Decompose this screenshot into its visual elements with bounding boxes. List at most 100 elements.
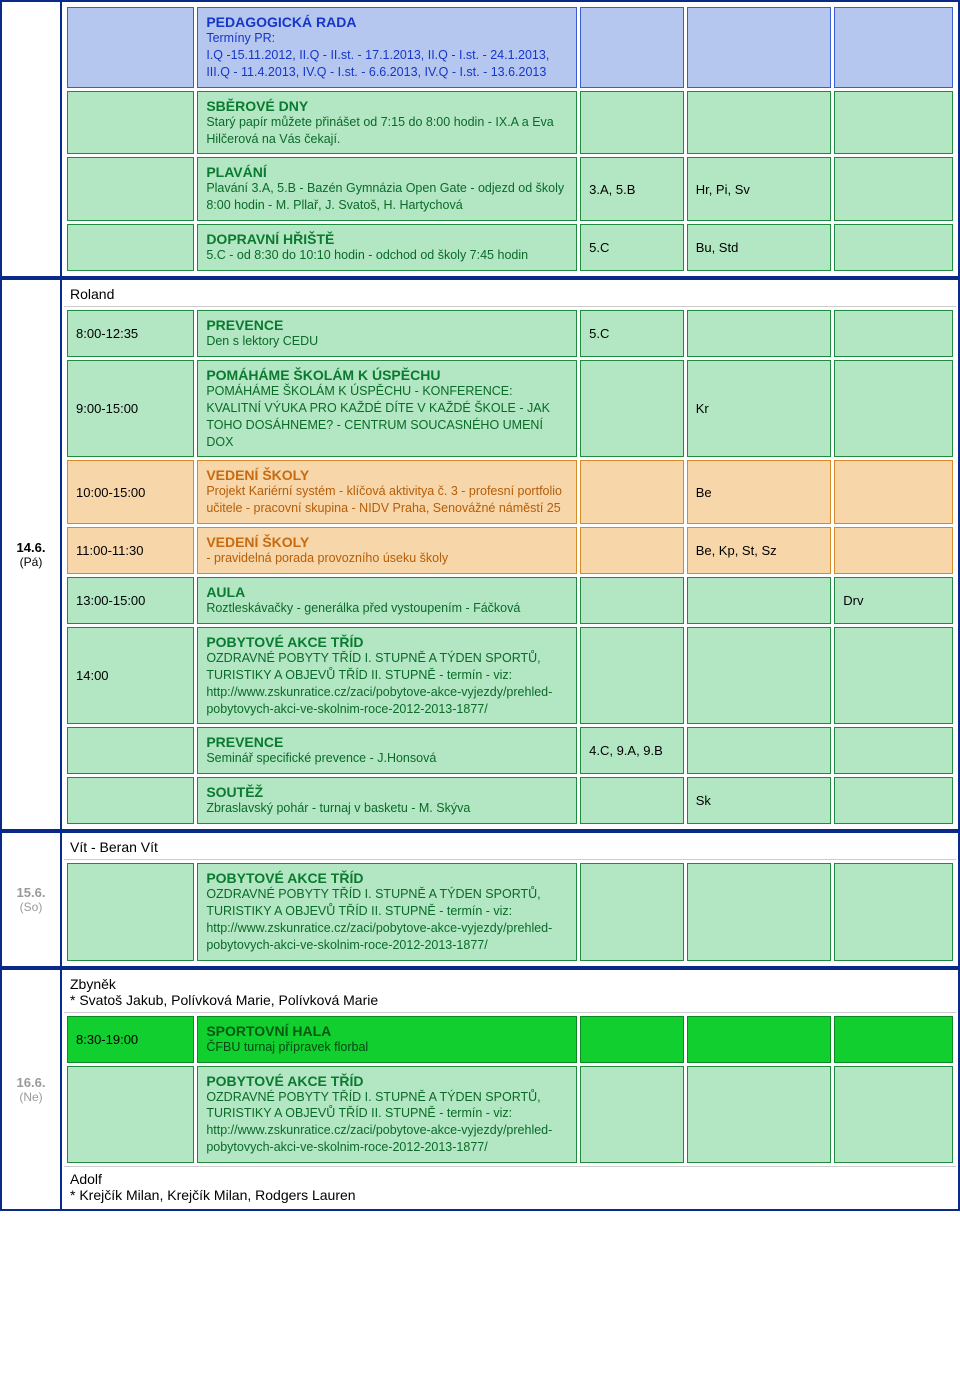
date-col-15: 15.6. (So) bbox=[0, 831, 62, 968]
cell-c: Drv bbox=[834, 577, 953, 624]
row-r4: 11:00-11:30 VEDENÍ ŠKOLY - pravidelná po… bbox=[67, 527, 953, 574]
day: (So) bbox=[4, 900, 58, 914]
body-16: Zbyněk * Svatoš Jakub, Polívková Marie, … bbox=[62, 968, 960, 1211]
row-plavani: PLAVÁNÍ Plavání 3.A, 5.B - Bazén Gymnázi… bbox=[67, 157, 953, 221]
title: DOPRAVNÍ HŘIŠTĚ bbox=[206, 231, 568, 247]
title: VEDENÍ ŠKOLY bbox=[206, 467, 568, 483]
cell-main: SOUTĚŽ Zbraslavský pohár - turnaj v bask… bbox=[197, 777, 577, 824]
body-top: PEDAGOGICKÁ RADA Termíny PR: I.Q -15.11.… bbox=[62, 0, 960, 278]
cell-time bbox=[67, 863, 194, 961]
cell-time bbox=[67, 157, 194, 221]
cell-c bbox=[834, 360, 953, 458]
row-r1: 8:00-12:35 PREVENCE Den s lektory CEDU 5… bbox=[67, 310, 953, 357]
cell-b bbox=[687, 7, 832, 88]
cell-main: POBYTOVÉ AKCE TŘÍD OZDRAVNÉ POBYTY TŘÍD … bbox=[197, 863, 577, 961]
cell-main: PREVENCE Den s lektory CEDU bbox=[197, 310, 577, 357]
title: VEDENÍ ŠKOLY bbox=[206, 534, 568, 550]
cell-time: 8:30-19:00 bbox=[67, 1016, 194, 1063]
body-14: Roland 8:00-12:35 PREVENCE Den s lektory… bbox=[62, 278, 960, 831]
cell-main: SBĚROVÉ DNY Starý papír můžete přinášet … bbox=[197, 91, 577, 155]
cell-time: 8:00-12:35 bbox=[67, 310, 194, 357]
cell-b: Sk bbox=[687, 777, 832, 824]
date: 14.6. bbox=[4, 540, 58, 555]
names-l2: * Svatoš Jakub, Polívková Marie, Polívko… bbox=[70, 992, 378, 1008]
cell-a bbox=[580, 777, 684, 824]
cell-main: SPORTOVNÍ HALA ČFBU turnaj přípravek flo… bbox=[197, 1016, 577, 1063]
grid-14: 8:00-12:35 PREVENCE Den s lektory CEDU 5… bbox=[64, 307, 956, 827]
cell-main: POMÁHÁME ŠKOLÁM K ÚSPĚCHU POMÁHÁME ŠKOLÁ… bbox=[197, 360, 577, 458]
date: 15.6. bbox=[4, 885, 58, 900]
cell-a bbox=[580, 627, 684, 725]
title: POBYTOVÉ AKCE TŘÍD bbox=[206, 634, 568, 650]
cell-b: Be, Kp, St, Sz bbox=[687, 527, 832, 574]
cell-a bbox=[580, 1016, 684, 1063]
row-r2: 9:00-15:00 POMÁHÁME ŠKOLÁM K ÚSPĚCHU POM… bbox=[67, 360, 953, 458]
cell-c bbox=[834, 7, 953, 88]
cell-a: 5.C bbox=[580, 310, 684, 357]
cell-main: PLAVÁNÍ Plavání 3.A, 5.B - Bazén Gymnázi… bbox=[197, 157, 577, 221]
sub: OZDRAVNÉ POBYTY TŘÍD I. STUPNĚ A TÝDEN S… bbox=[206, 650, 568, 718]
cell-b bbox=[687, 627, 832, 725]
cell-b bbox=[687, 310, 832, 357]
title: SBĚROVÉ DNY bbox=[206, 98, 568, 114]
sub: Zbraslavský pohár - turnaj v basketu - M… bbox=[206, 800, 568, 817]
day: (Pá) bbox=[4, 555, 58, 569]
cell-time: 11:00-11:30 bbox=[67, 527, 194, 574]
title: POMÁHÁME ŠKOLÁM K ÚSPĚCHU bbox=[206, 367, 568, 383]
date: 16.6. bbox=[4, 1075, 58, 1090]
cell-c bbox=[834, 310, 953, 357]
cell-c bbox=[834, 1066, 953, 1164]
date-col-16: 16.6. (Ne) bbox=[0, 968, 62, 1211]
sub: 5.C - od 8:30 do 10:10 hodin - odchod od… bbox=[206, 247, 568, 264]
grid-top: PEDAGOGICKÁ RADA Termíny PR: I.Q -15.11.… bbox=[64, 4, 956, 274]
cell-main: PREVENCE Seminář specifické prevence - J… bbox=[197, 727, 577, 774]
sub: Projekt Kariérní systém - klíčová aktivi… bbox=[206, 483, 568, 517]
cell-b bbox=[687, 577, 832, 624]
cell-main: PEDAGOGICKÁ RADA Termíny PR: I.Q -15.11.… bbox=[197, 7, 577, 88]
row-r8: SOUTĚŽ Zbraslavský pohár - turnaj v bask… bbox=[67, 777, 953, 824]
cell-b bbox=[687, 727, 832, 774]
title: POBYTOVÉ AKCE TŘÍD bbox=[206, 870, 568, 886]
sub: POMÁHÁME ŠKOLÁM K ÚSPĚCHU - KONFERENCE: … bbox=[206, 383, 568, 451]
cell-a: 5.C bbox=[580, 224, 684, 271]
cell-time: 9:00-15:00 bbox=[67, 360, 194, 458]
row-r1: POBYTOVÉ AKCE TŘÍD OZDRAVNÉ POBYTY TŘÍD … bbox=[67, 863, 953, 961]
cell-c bbox=[834, 627, 953, 725]
cell-time: 14:00 bbox=[67, 627, 194, 725]
calendar-page: PEDAGOGICKÁ RADA Termíny PR: I.Q -15.11.… bbox=[0, 0, 960, 1211]
date-col-top bbox=[0, 0, 62, 278]
title: SPORTOVNÍ HALA bbox=[206, 1023, 568, 1039]
cell-b bbox=[687, 1066, 832, 1164]
sub2: I.Q -15.11.2012, II.Q - II.st. - 17.1.20… bbox=[206, 47, 568, 81]
cell-time: 13:00-15:00 bbox=[67, 577, 194, 624]
title: SOUTĚŽ bbox=[206, 784, 568, 800]
cell-main: DOPRAVNÍ HŘIŠTĚ 5.C - od 8:30 do 10:10 h… bbox=[197, 224, 577, 271]
names: Vít - Beran Vít bbox=[64, 835, 956, 860]
grid-16: 8:30-19:00 SPORTOVNÍ HALA ČFBU turnaj př… bbox=[64, 1013, 956, 1166]
cell-main: AULA Roztleskávačky - generálka před vys… bbox=[197, 577, 577, 624]
sub: Starý papír můžete přinášet od 7:15 do 8… bbox=[206, 114, 568, 148]
title: POBYTOVÉ AKCE TŘÍD bbox=[206, 1073, 568, 1089]
row-r3: 10:00-15:00 VEDENÍ ŠKOLY Projekt Kariérn… bbox=[67, 460, 953, 524]
cell-main: POBYTOVÉ AKCE TŘÍD OZDRAVNÉ POBYTY TŘÍD … bbox=[197, 1066, 577, 1164]
row-r7: PREVENCE Seminář specifické prevence - J… bbox=[67, 727, 953, 774]
cell-main: VEDENÍ ŠKOLY - pravidelná porada provozn… bbox=[197, 527, 577, 574]
row-r6: 14:00 POBYTOVÉ AKCE TŘÍD OZDRAVNÉ POBYTY… bbox=[67, 627, 953, 725]
cell-b: Kr bbox=[687, 360, 832, 458]
day: (Ne) bbox=[4, 1090, 58, 1104]
cell-time bbox=[67, 1066, 194, 1164]
cell-a: 4.C, 9.A, 9.B bbox=[580, 727, 684, 774]
cell-main: VEDENÍ ŠKOLY Projekt Kariérní systém - k… bbox=[197, 460, 577, 524]
row-rada: PEDAGOGICKÁ RADA Termíny PR: I.Q -15.11.… bbox=[67, 7, 953, 88]
title: AULA bbox=[206, 584, 568, 600]
row-doprava: DOPRAVNÍ HŘIŠTĚ 5.C - od 8:30 do 10:10 h… bbox=[67, 224, 953, 271]
cell-c bbox=[834, 460, 953, 524]
title: PLAVÁNÍ bbox=[206, 164, 568, 180]
sub: Roztleskávačky - generálka před vystoupe… bbox=[206, 600, 568, 617]
row-r1: 8:30-19:00 SPORTOVNÍ HALA ČFBU turnaj př… bbox=[67, 1016, 953, 1063]
foot-16: Adolf * Krejčík Milan, Krejčík Milan, Ro… bbox=[64, 1166, 956, 1207]
cell-b: Hr, Pi, Sv bbox=[687, 157, 832, 221]
sub: OZDRAVNÉ POBYTY TŘÍD I. STUPNĚ A TÝDEN S… bbox=[206, 1089, 568, 1157]
cell-b: Bu, Std bbox=[687, 224, 832, 271]
cell-c bbox=[834, 91, 953, 155]
